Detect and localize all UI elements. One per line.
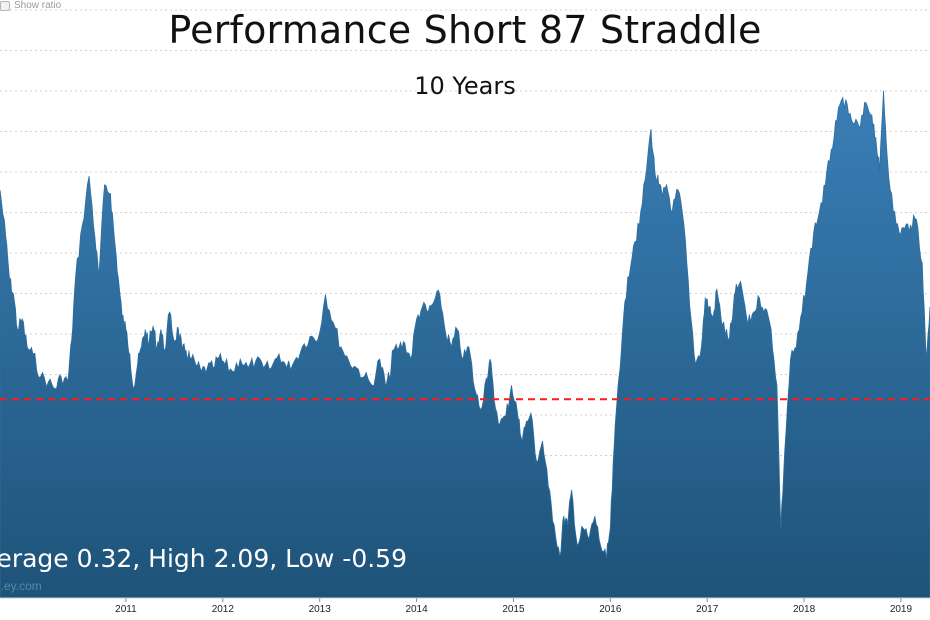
show-ratio-checkbox[interactable] (0, 0, 10, 11)
x-axis: 2011 2012 2013 2014 2015 2016 2017 2018 2019 (0, 597, 930, 615)
x-tick-label: 2017 (696, 604, 719, 615)
x-tick-label: 2011 (115, 604, 137, 615)
x-tick-label: 2019 (890, 604, 913, 615)
stats-summary: Average 0.32, High 2.09, Low -0.59 (0, 544, 407, 573)
x-tick-label: 2018 (793, 604, 816, 615)
series-area (0, 90, 930, 599)
x-tick-label: 2012 (212, 604, 235, 615)
x-tick-label: 2013 (309, 604, 332, 615)
watermark: ...ey.com (0, 579, 42, 593)
show-ratio-toggle[interactable]: Show ratio (0, 0, 61, 11)
chart-subtitle: 10 Years (414, 72, 516, 100)
x-tick-label: 2015 (502, 604, 525, 615)
series-area-path (0, 90, 930, 599)
x-tick-label: 2014 (405, 604, 428, 615)
chart-title: Performance Short 87 Straddle (168, 8, 762, 52)
show-ratio-label: Show ratio (14, 0, 62, 11)
x-tick-label: 2016 (599, 604, 622, 615)
